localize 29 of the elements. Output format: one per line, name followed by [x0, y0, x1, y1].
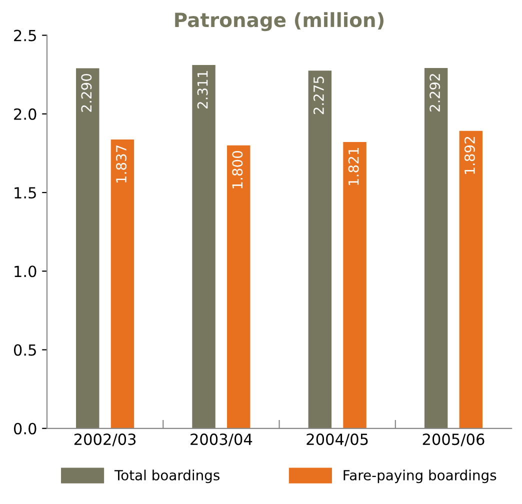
bar	[110, 140, 134, 428]
x-tick-label: 2004/05	[306, 434, 368, 446]
bar	[424, 68, 448, 428]
chart-title: Patronage (million)	[175, 12, 384, 32]
x-tick-label: 2003/04	[190, 434, 252, 446]
data-label: 1.892	[464, 136, 475, 174]
x-tick-label: 2002/03	[74, 434, 136, 446]
legend-label: Total boardings	[114, 470, 220, 484]
data-label: 2.292	[430, 74, 440, 112]
bar	[227, 145, 250, 428]
bar	[459, 130, 483, 428]
data-label: 1.800	[232, 150, 243, 188]
y-tick-label: 2.5	[14, 30, 36, 42]
legend-label: Fare-paying boardings	[344, 470, 496, 484]
y-tick-label: 0.5	[14, 344, 36, 356]
bar	[308, 70, 332, 428]
data-label: 2.290	[81, 74, 92, 112]
data-label: 2.275	[313, 76, 324, 114]
y-tick-label: 0.0	[14, 422, 36, 434]
data-label: 1.821	[348, 148, 359, 186]
bar	[76, 68, 100, 428]
bar	[343, 142, 366, 428]
y-tick-label: 1.5	[14, 187, 36, 199]
y-tick-label: 2.0	[14, 108, 36, 120]
y-tick-label: 1.0	[14, 266, 36, 278]
x-tick-label: 2005/06	[422, 434, 484, 446]
bar	[192, 65, 216, 428]
data-label: 2.311	[197, 71, 208, 108]
data-label: 1.837	[116, 145, 127, 182]
